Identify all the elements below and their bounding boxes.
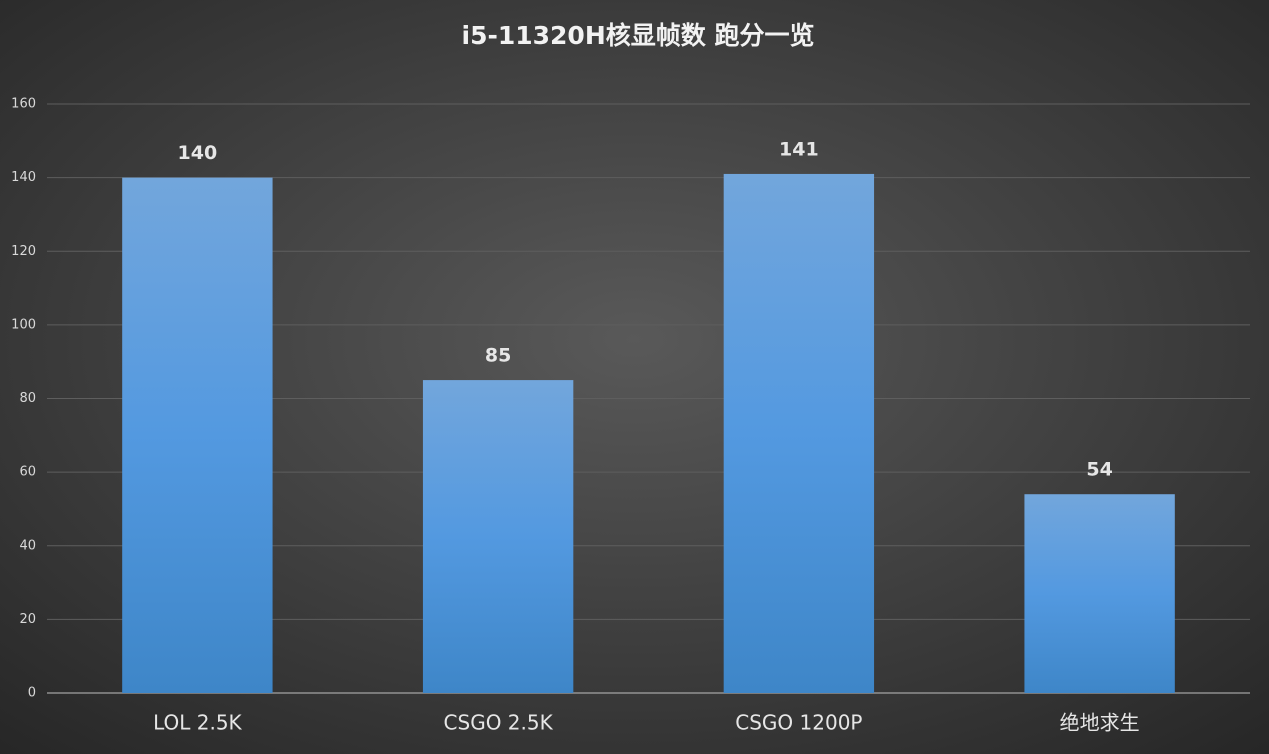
bar [422, 380, 574, 693]
value-label: 141 [779, 138, 819, 160]
x-tick-label: CSGO 2.5K [444, 711, 554, 735]
x-tick-label: 绝地求生 [1060, 711, 1140, 735]
y-tick-label: 20 [19, 612, 36, 627]
chart-title: i5-11320H核显帧数 跑分一览 [462, 21, 815, 50]
y-tick-label: 80 [19, 391, 36, 406]
y-tick-label: 40 [19, 538, 36, 553]
bar [723, 173, 875, 694]
bar [1024, 494, 1175, 693]
bar [122, 177, 273, 693]
y-tick-label: 160 [11, 97, 36, 112]
y-tick-label: 0 [28, 686, 36, 701]
value-label: 54 [1086, 459, 1112, 481]
y-tick-label: 120 [11, 244, 36, 259]
x-tick-label: CSGO 1200P [735, 711, 862, 735]
x-tick-label: LOL 2.5K [153, 711, 242, 735]
y-tick-label: 140 [11, 170, 36, 185]
value-label: 140 [178, 142, 218, 164]
y-tick-label: 100 [11, 317, 36, 332]
value-label: 85 [485, 345, 511, 367]
y-tick-label: 60 [19, 465, 36, 480]
